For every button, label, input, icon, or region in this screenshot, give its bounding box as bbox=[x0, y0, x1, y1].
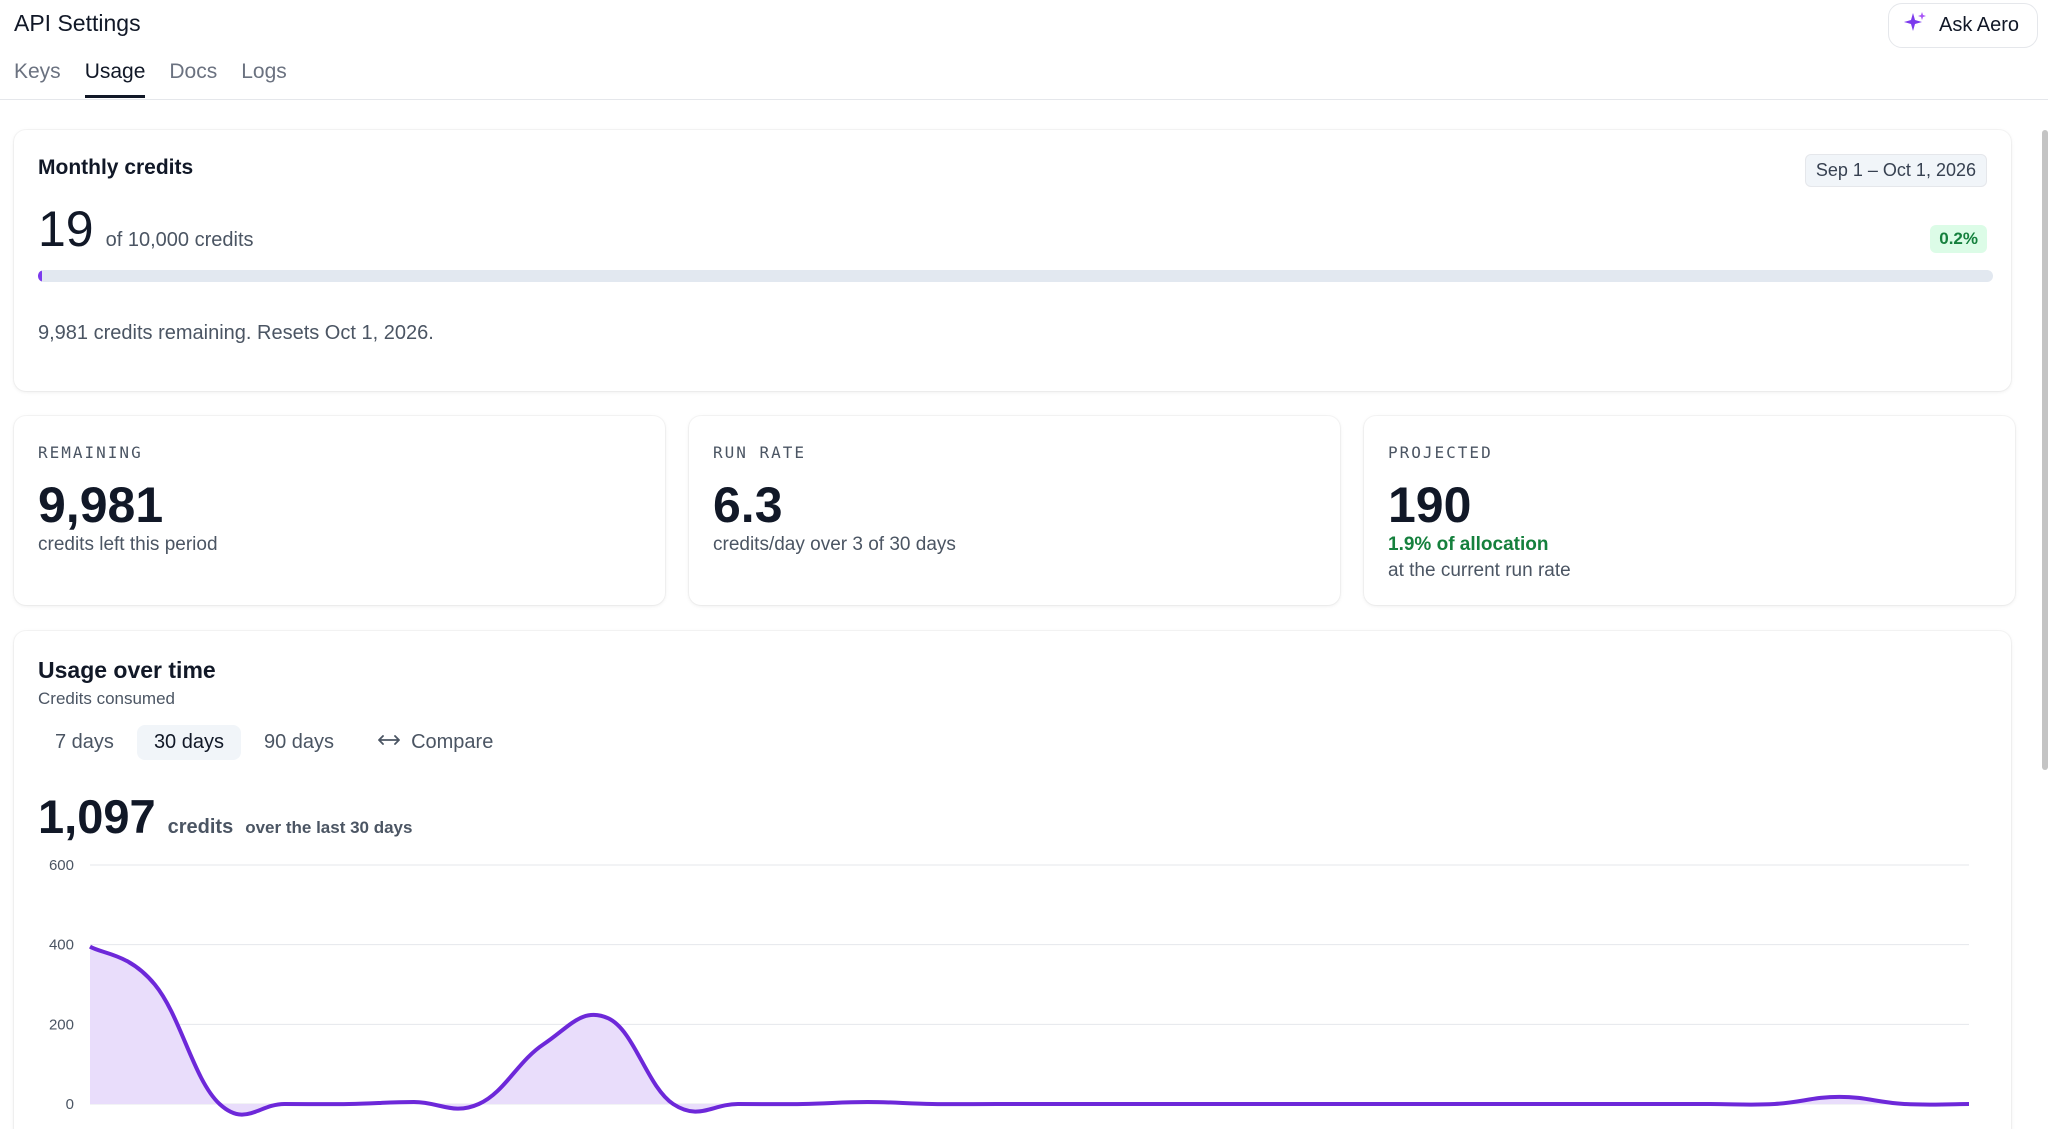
projected-sub: at the current run rate bbox=[1388, 560, 1571, 581]
usage-total: 1,097 credits over the last 30 days bbox=[38, 789, 412, 844]
remaining-card: REMAINING 9,981 credits left this period bbox=[14, 416, 665, 605]
usage-total-period: over the last 30 days bbox=[245, 818, 413, 837]
remaining-sub: credits left this period bbox=[38, 534, 218, 555]
scrollbar[interactable] bbox=[2042, 130, 2048, 770]
usage-data-point[interactable] bbox=[1639, 1098, 1651, 1110]
projected-value: 190 bbox=[1388, 477, 1472, 533]
usage-data-point[interactable] bbox=[1380, 1098, 1392, 1110]
projected-allocation: 1.9% of allocation bbox=[1388, 534, 1549, 555]
usage-percent-badge: 0.2% bbox=[1930, 225, 1987, 253]
monthly-credits-card: Monthly credits Sep 1 – Oct 1, 2026 19 o… bbox=[14, 130, 2011, 391]
monthly-credits-title: Monthly credits bbox=[38, 156, 194, 179]
usage-data-point[interactable] bbox=[1769, 1098, 1781, 1110]
credits-progress-bar bbox=[38, 270, 1993, 282]
ask-aero-button[interactable]: Ask Aero bbox=[1888, 3, 2038, 48]
usage-data-point[interactable] bbox=[343, 1098, 355, 1110]
y-tick-label: 0 bbox=[66, 1096, 74, 1113]
tab-usage[interactable]: Usage bbox=[84, 60, 146, 98]
usage-data-point[interactable] bbox=[214, 1098, 226, 1110]
credits-allocation: of 10,000 credits bbox=[105, 229, 254, 251]
usage-data-point[interactable] bbox=[408, 1096, 420, 1108]
tab-keys[interactable]: Keys bbox=[14, 60, 61, 83]
date-range-badge: Sep 1 – Oct 1, 2026 bbox=[1804, 154, 1987, 187]
usage-area-fill bbox=[90, 946, 1969, 1115]
usage-over-time-card: Usage over time Credits consumed 7 days … bbox=[14, 631, 2011, 1129]
remaining-note: 9,981 credits remaining. Resets Oct 1, 2… bbox=[38, 322, 434, 344]
usage-data-point[interactable] bbox=[1898, 1098, 1910, 1110]
usage-data-point[interactable] bbox=[1250, 1098, 1262, 1110]
usage-data-point[interactable] bbox=[926, 1098, 938, 1110]
usage-chart: 600 400 200 0 bbox=[49, 857, 1975, 1117]
usage-data-point[interactable] bbox=[1445, 1098, 1457, 1110]
usage-data-point[interactable] bbox=[797, 1098, 809, 1110]
usage-total-value: 1,097 bbox=[38, 790, 156, 843]
usage-data-point[interactable] bbox=[1185, 1098, 1197, 1110]
y-tick-label: 400 bbox=[49, 937, 74, 954]
y-tick-label: 200 bbox=[49, 1016, 74, 1033]
tab-logs[interactable]: Logs bbox=[241, 60, 287, 83]
projected-label: PROJECTED bbox=[1388, 443, 1493, 462]
usage-title: Usage over time bbox=[38, 657, 216, 683]
range-7-days[interactable]: 7 days bbox=[55, 731, 114, 753]
credits-progress-fill bbox=[38, 270, 42, 282]
usage-line bbox=[88, 944, 1970, 1117]
tab-bar: Keys Usage Docs Logs bbox=[14, 60, 311, 98]
sparkle-icon bbox=[1903, 11, 1927, 41]
credits-used-value: 19 bbox=[38, 201, 94, 257]
compare-button[interactable]: Compare bbox=[377, 731, 493, 754]
usage-data-point[interactable] bbox=[278, 1098, 290, 1110]
usage-data-point[interactable] bbox=[1509, 1098, 1521, 1110]
usage-data-point[interactable] bbox=[1963, 1098, 1975, 1110]
usage-data-point[interactable] bbox=[473, 1098, 485, 1110]
usage-data-point[interactable] bbox=[732, 1098, 744, 1110]
usage-data-point[interactable] bbox=[1704, 1098, 1716, 1110]
y-tick-label: 600 bbox=[49, 857, 74, 874]
usage-data-point[interactable] bbox=[602, 1012, 614, 1024]
range-30-days[interactable]: 30 days bbox=[136, 725, 241, 760]
run-rate-value: 6.3 bbox=[713, 477, 783, 533]
remaining-value: 9,981 bbox=[38, 477, 164, 533]
usage-subtitle: Credits consumed bbox=[38, 689, 176, 708]
ask-aero-label: Ask Aero bbox=[1939, 14, 2020, 36]
usage-data-point[interactable] bbox=[1315, 1098, 1327, 1110]
page-title: API Settings bbox=[14, 10, 141, 36]
usage-data-point[interactable] bbox=[538, 1038, 550, 1050]
arrows-horizontal-icon bbox=[377, 731, 401, 754]
usage-data-point[interactable] bbox=[1056, 1098, 1068, 1110]
usage-data-point[interactable] bbox=[667, 1098, 679, 1110]
usage-total-unit: credits bbox=[167, 816, 234, 838]
usage-data-point[interactable] bbox=[862, 1096, 874, 1108]
run-rate-label: RUN RATE bbox=[713, 443, 807, 462]
usage-data-point[interactable] bbox=[1833, 1091, 1845, 1103]
run-rate-card: RUN RATE 6.3 credits/day over 3 of 30 da… bbox=[689, 416, 1340, 605]
usage-data-point[interactable] bbox=[84, 941, 96, 953]
range-90-days[interactable]: 90 days bbox=[264, 731, 335, 753]
top-bar: API Settings Keys Usage Docs Logs Ask Ae… bbox=[0, 0, 2048, 100]
tab-docs[interactable]: Docs bbox=[169, 60, 218, 83]
remaining-label: REMAINING bbox=[38, 443, 143, 462]
usage-data-point[interactable] bbox=[1121, 1098, 1133, 1110]
usage-data-point[interactable] bbox=[149, 979, 161, 991]
range-selector: 7 days 30 days 90 days Compare bbox=[38, 725, 493, 760]
run-rate-sub: credits/day over 3 of 30 days bbox=[713, 534, 956, 555]
compare-label: Compare bbox=[411, 731, 494, 753]
projected-card: PROJECTED 190 1.9% of allocation at the … bbox=[1364, 416, 2015, 605]
usage-data-point[interactable] bbox=[991, 1098, 1003, 1110]
credits-used: 19 of 10,000 credits bbox=[38, 200, 254, 258]
usage-data-point[interactable] bbox=[1574, 1098, 1586, 1110]
